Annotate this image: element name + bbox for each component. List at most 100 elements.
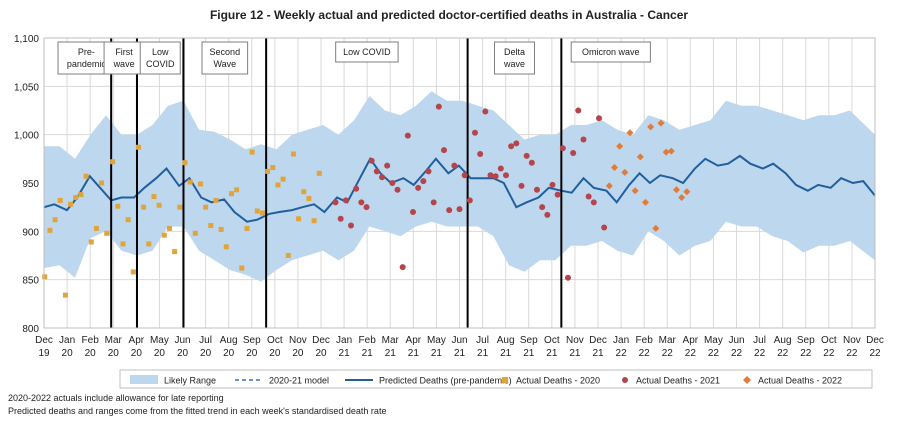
actual-2021-marker [358,199,365,206]
x-tick-label: Dec [589,335,607,346]
x-tick-year-label: 21 [339,348,351,359]
actual-2021-marker [544,211,551,218]
actual-2021-marker [580,136,587,143]
marker-layer [42,103,691,298]
actual-2022-marker [647,123,655,131]
x-tick-year-label: 22 [777,348,789,359]
x-tick-label: Sep [797,335,815,346]
phase-label: Omicron wave [582,47,640,57]
x-tick-year-label: 20 [246,348,258,359]
y-tick-label: 1,100 [14,34,39,45]
x-tick-year-label: 22 [639,348,651,359]
actual-2020-marker [285,253,291,258]
legend-label: Actual Deaths - 2020 [516,376,600,386]
actual-2021-marker [342,197,349,204]
actual-2020-marker [104,230,110,236]
actual-2021-marker [471,129,478,136]
y-tick-label: 900 [22,227,39,238]
x-tick-year-label: 20 [223,348,235,359]
actual-2020-marker [270,165,276,171]
legend-label: Likely Range [164,376,216,386]
y-tick-label: 1,000 [14,131,39,142]
actual-2020-marker [110,159,116,165]
axis-layer: 800 850 900 950 1,000 1,050 1,100 Dec 19 Jan 20 Feb… [14,34,884,359]
x-tick-label: Oct [267,335,283,346]
actual-2020-marker [146,241,152,247]
phase-label: Low [152,47,169,57]
actual-2022-marker [631,187,639,195]
x-tick-year-label: 20 [292,348,304,359]
actual-2020-marker [177,204,183,210]
phase-label: Pre- [78,47,95,57]
footnote-2: Predicted deaths and ranges come from th… [8,406,387,416]
x-tick-label: Dec [866,335,884,346]
x-tick-label: Aug [774,335,792,346]
x-tick-label: May [704,335,723,346]
x-tick-year-label: 20 [315,348,327,359]
y-tick-label: 950 [22,179,39,190]
phase-label: Wave [213,59,236,69]
actual-2020-marker [88,239,94,245]
actual-2020-marker [254,208,260,214]
y-tick-label: 850 [22,276,39,287]
chart-title: Figure 12 - Weekly actual and predicted … [210,8,688,22]
actual-2021-marker [446,207,453,214]
x-tick-year-label: 22 [708,348,720,359]
x-tick-year-label: 22 [616,348,628,359]
x-tick-label: Jul [753,335,766,346]
actual-2021-marker [554,191,561,198]
phase-label: wave [113,59,135,69]
actual-2021-marker [368,157,375,164]
x-tick-label: Aug [497,335,515,346]
phase-label-box [139,41,181,75]
actual-2020-marker [239,265,245,271]
actual-2021-marker [348,222,355,229]
x-tick-label: Sep [243,335,261,346]
band-layer [44,91,875,282]
actual-2021-marker [389,180,396,186]
actual-2020-marker [156,202,162,208]
actual-2020-marker [151,194,157,200]
x-tick-year-label: 20 [108,348,120,359]
legend-swatch-actual-2022 [743,376,751,384]
actual-2021-marker [564,274,571,281]
x-tick-label: Apr [129,335,145,346]
phase-label-box [570,41,651,63]
actual-2021-marker [410,209,417,215]
x-tick-label: Mar [105,335,123,346]
actual-2021-marker [384,162,391,169]
actual-2022-marker [641,198,649,206]
actual-2021-marker [394,186,401,193]
actual-2021-marker [456,206,463,213]
x-tick-label: Nov [566,335,584,346]
legend-box [119,369,873,389]
actual-2021-marker [399,264,406,271]
actual-2021-marker [595,115,602,122]
x-tick-year-label: 21 [592,348,604,359]
phase-label: COVID [146,59,175,69]
x-tick-label: Jun [451,335,467,346]
actual-2021-marker [379,174,386,181]
actual-2021-marker [425,168,432,175]
actual-2021-marker [601,224,608,231]
x-tick-label: Jan [59,335,75,346]
actual-2020-marker [316,170,322,176]
divider-layer [110,38,563,328]
actual-2020-marker [62,292,68,298]
actual-2021-marker [539,204,546,211]
actual-2021-marker [420,178,427,185]
actual-2021-marker [332,199,339,206]
x-tick-year-label: 22 [869,348,881,359]
x-tick-year-label: 21 [454,348,466,359]
x-tick-label: Feb [82,335,100,346]
x-tick-label: Nov [289,335,307,346]
actual-2021-marker [441,147,448,154]
x-tick-year-label: 21 [385,348,397,359]
legend-swatch-actual-2020 [502,377,508,383]
actual-2021-marker [435,103,442,110]
actual-2022-marker [672,186,680,194]
x-tick-year-label: 21 [569,348,581,359]
actual-2020-marker [130,269,136,275]
actual-2020-marker [306,195,312,201]
x-tick-label: May [427,335,446,346]
